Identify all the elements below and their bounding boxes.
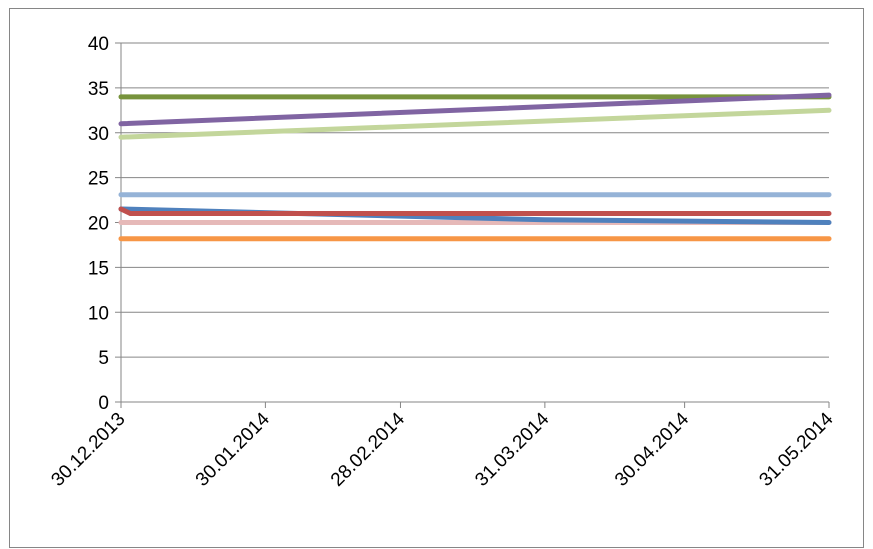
x-tick-label: 30.12.2013: [47, 409, 129, 491]
y-tick-label: 0: [98, 393, 109, 414]
series-layer: [118, 92, 832, 242]
y-tick-label: 10: [88, 303, 109, 324]
series-line-6: [118, 107, 832, 140]
y-tick-label: 25: [88, 169, 109, 190]
x-tick-label: 30.04.2014: [611, 408, 693, 490]
x-tick-label: 28.02.2014: [327, 408, 409, 490]
label-layer: 0 5 10 15 20 25 30 35 40 30.12.2013 30.01.2014 28.0…: [47, 34, 837, 491]
y-tick-label: 30: [88, 124, 109, 145]
line-chart: 0 5 10 15 20 25 30 35 40 30.12.2013 30.01.2014 28.0…: [47, 34, 837, 491]
y-tick-label: 20: [88, 214, 109, 235]
series-line-8: [118, 92, 832, 127]
y-tick-label: 35: [88, 79, 109, 100]
x-tick-label: 31.03.2014: [471, 408, 553, 490]
chart-frame: 0 5 10 15 20 25 30 35 40 30.12.2013 30.01.2014 28.0…: [9, 8, 864, 548]
series-line-4: [118, 206, 832, 216]
grid-layer: [121, 42, 829, 358]
y-tick-label: 40: [88, 34, 109, 55]
x-tick-label: 31.05.2014: [755, 408, 837, 490]
y-tick-label: 15: [88, 258, 109, 279]
y-tick-label: 5: [98, 348, 109, 369]
x-tick-label: 30.01.2014: [192, 408, 274, 490]
